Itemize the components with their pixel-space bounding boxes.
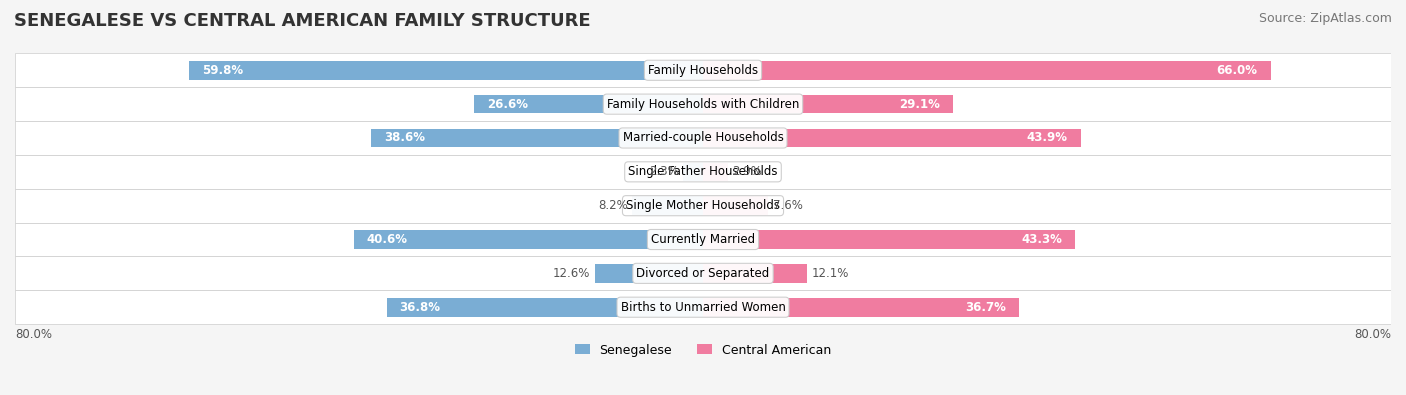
Bar xyxy=(15,121,1391,155)
Text: 66.0%: 66.0% xyxy=(1216,64,1258,77)
Text: 29.1%: 29.1% xyxy=(900,98,941,111)
Text: Source: ZipAtlas.com: Source: ZipAtlas.com xyxy=(1258,12,1392,25)
Text: 80.0%: 80.0% xyxy=(15,328,52,341)
Bar xyxy=(683,162,703,181)
Bar xyxy=(354,230,703,249)
Bar xyxy=(703,196,768,215)
Text: 43.9%: 43.9% xyxy=(1026,132,1067,145)
Text: 26.6%: 26.6% xyxy=(486,98,529,111)
Bar xyxy=(15,155,1391,189)
Text: 80.0%: 80.0% xyxy=(1354,328,1391,341)
Text: 2.9%: 2.9% xyxy=(733,166,762,178)
Bar xyxy=(703,230,1076,249)
Text: 8.2%: 8.2% xyxy=(599,199,628,212)
Text: Married-couple Households: Married-couple Households xyxy=(623,132,783,145)
Text: Family Households with Children: Family Households with Children xyxy=(607,98,799,111)
Text: Family Households: Family Households xyxy=(648,64,758,77)
Bar xyxy=(474,95,703,113)
Text: 2.3%: 2.3% xyxy=(650,166,679,178)
Bar xyxy=(633,196,703,215)
Bar xyxy=(15,223,1391,256)
Bar xyxy=(15,256,1391,290)
Text: 12.6%: 12.6% xyxy=(553,267,591,280)
Bar xyxy=(703,298,1018,316)
Text: 7.6%: 7.6% xyxy=(773,199,803,212)
Text: Divorced or Separated: Divorced or Separated xyxy=(637,267,769,280)
Bar xyxy=(15,53,1391,87)
Bar xyxy=(15,155,1391,189)
Bar xyxy=(15,87,1391,121)
Bar xyxy=(15,290,1391,324)
Bar xyxy=(188,61,703,80)
Bar xyxy=(387,298,703,316)
Text: Births to Unmarried Women: Births to Unmarried Women xyxy=(620,301,786,314)
Bar xyxy=(703,95,953,113)
Bar xyxy=(595,264,703,283)
Text: SENEGALESE VS CENTRAL AMERICAN FAMILY STRUCTURE: SENEGALESE VS CENTRAL AMERICAN FAMILY ST… xyxy=(14,12,591,30)
Text: 12.1%: 12.1% xyxy=(811,267,849,280)
Legend: Senegalese, Central American: Senegalese, Central American xyxy=(569,339,837,361)
Text: Currently Married: Currently Married xyxy=(651,233,755,246)
Bar xyxy=(15,189,1391,223)
Bar xyxy=(15,53,1391,87)
Bar xyxy=(15,121,1391,155)
Bar xyxy=(703,162,728,181)
Bar xyxy=(703,264,807,283)
Text: Single Father Households: Single Father Households xyxy=(628,166,778,178)
Bar xyxy=(15,87,1391,121)
Bar xyxy=(15,223,1391,256)
Text: 36.8%: 36.8% xyxy=(399,301,440,314)
Text: 40.6%: 40.6% xyxy=(367,233,408,246)
Bar xyxy=(15,256,1391,290)
Bar xyxy=(15,290,1391,324)
Text: 59.8%: 59.8% xyxy=(201,64,243,77)
Bar xyxy=(703,129,1081,147)
Text: Single Mother Households: Single Mother Households xyxy=(626,199,780,212)
Text: 43.3%: 43.3% xyxy=(1022,233,1063,246)
Bar xyxy=(15,189,1391,223)
Bar xyxy=(371,129,703,147)
Text: 38.6%: 38.6% xyxy=(384,132,425,145)
Bar xyxy=(703,61,1271,80)
Text: 36.7%: 36.7% xyxy=(965,301,1005,314)
